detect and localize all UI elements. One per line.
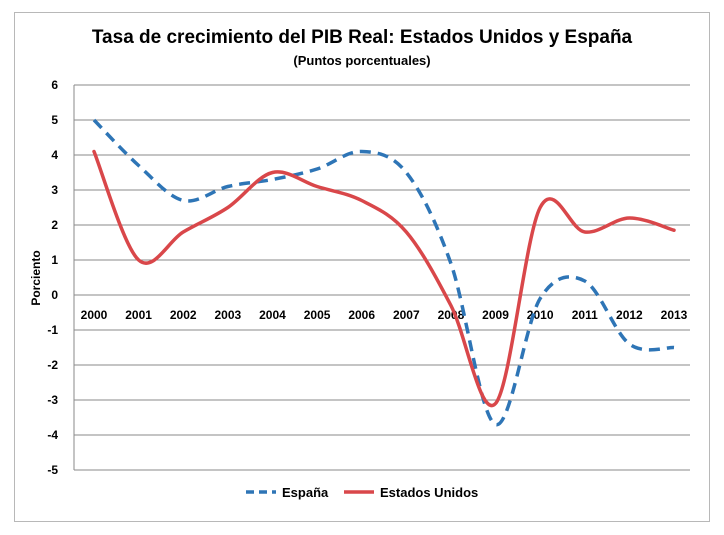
y-tick-label: -4 <box>47 428 58 442</box>
x-tick-label: 2009 <box>482 308 509 322</box>
chart-title: Tasa de crecimiento del PIB Real: Estado… <box>92 27 633 48</box>
y-tick-label: -3 <box>47 393 58 407</box>
x-tick-label: 2001 <box>125 308 152 322</box>
series-line-1 <box>92 149 676 408</box>
y-tick-label: -1 <box>47 323 58 337</box>
x-tick-label: 2005 <box>304 308 331 322</box>
y-tick-label: 4 <box>51 148 58 162</box>
x-tick-label: 2011 <box>572 308 598 322</box>
y-tick-labels: 6 5 4 3 2 1 0 -1 -2 -3 -4 -5 <box>47 78 58 477</box>
y-axis-label: Porciento <box>29 250 43 305</box>
x-tick-label: 2007 <box>393 308 420 322</box>
x-tick-label: 2006 <box>348 308 375 322</box>
legend-label-0: España <box>282 485 329 500</box>
y-tick-label: -2 <box>47 358 58 372</box>
x-tick-label: 2002 <box>170 308 197 322</box>
y-tick-label: 2 <box>51 218 58 232</box>
y-tick-label: 5 <box>51 113 58 127</box>
y-tick-label: -5 <box>47 463 58 477</box>
chart-subtitle: (Puntos porcentuales) <box>293 53 430 68</box>
x-tick-label: 2012 <box>616 308 643 322</box>
x-tick-label: 2003 <box>214 308 241 322</box>
x-tick-label: 2008 <box>438 308 465 322</box>
x-tick-labels: 2000 2001 2002 2003 2004 2005 2006 2007 2008 2009… <box>81 308 688 322</box>
x-tick-label: 2013 <box>661 308 688 322</box>
y-tick-label: 0 <box>51 288 58 302</box>
chart-frame <box>14 12 710 522</box>
series-line-0 <box>92 118 675 427</box>
y-tick-label: 1 <box>51 253 58 267</box>
y-tick-label: 6 <box>51 78 58 92</box>
gridlines <box>73 84 690 471</box>
x-tick-label: 2004 <box>259 308 286 322</box>
x-tick-label: 2000 <box>81 308 108 322</box>
legend: España Estados Unidos <box>246 485 478 500</box>
y-tick-label: 3 <box>51 183 58 197</box>
series-lines <box>92 118 676 427</box>
legend-label-1: Estados Unidos <box>380 485 478 500</box>
